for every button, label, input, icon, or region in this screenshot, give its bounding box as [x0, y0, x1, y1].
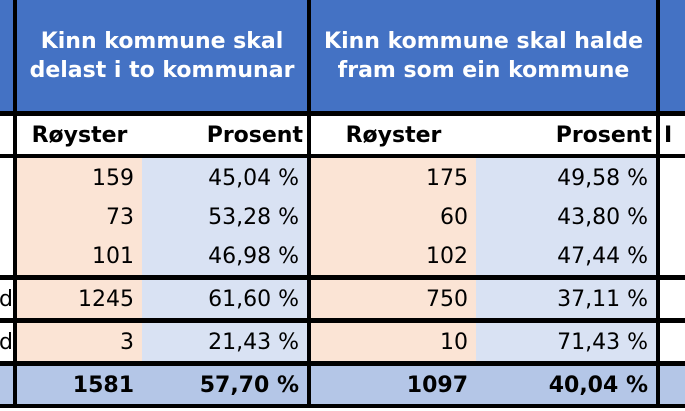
grid-line-h-1 — [0, 111, 685, 116]
votes-header-2: Røyster — [311, 116, 476, 154]
table-row-5-votes2: 10 — [311, 323, 476, 361]
total-row-left-bg — [0, 366, 13, 404]
table-row-2-votes2: 60 — [440, 205, 468, 230]
grid-line-h-2 — [0, 154, 685, 158]
table-row-5-pct2: 71,43 % — [476, 323, 656, 361]
table-row-5-votes1: 3 — [17, 323, 142, 361]
clipped-header: I — [664, 116, 685, 154]
table-row-2-pct1: 53,28 % — [208, 205, 299, 230]
total-row-votes1: 1581 — [17, 366, 142, 404]
table-row-2-pct2: 43,80 % — [557, 205, 648, 230]
row-1-votes2-bg — [311, 158, 476, 275]
votes-header-1-text: Røyster — [31, 122, 128, 148]
column-header-keep-text: Kinn kommune skal halde fram som ein kom… — [324, 28, 643, 83]
percent-header-2: Prosent — [476, 116, 656, 154]
table-row-4-votes2: 750 — [311, 280, 476, 318]
percent-header-1: Prosent — [142, 116, 307, 154]
table-row-3-votes2: 102 — [426, 244, 468, 269]
grid-line-h-6 — [0, 404, 685, 408]
grid-line-v-right — [656, 0, 660, 405]
table-row-3-pct2: 47,44 % — [557, 244, 648, 269]
table-row-1-votes1: 159 — [92, 166, 134, 191]
grid-line-h-5 — [0, 361, 685, 366]
total-row-votes2: 1097 — [311, 366, 476, 404]
votes-header-2-text: Røyster — [345, 122, 442, 148]
column-header-split-text: Kinn kommune skal delast i to kommunar — [29, 28, 295, 83]
grid-line-v-mid — [307, 0, 311, 405]
column-header-split: Kinn kommune skal delast i to kommunar — [17, 0, 307, 111]
row-1-pct-bg — [142, 158, 307, 275]
grid-line-h-3 — [0, 275, 685, 280]
table-row-1-pct1: 45,04 % — [208, 166, 299, 191]
header-blank-left — [0, 0, 13, 111]
votes-header-1: Røyster — [17, 116, 142, 154]
table-row-3-pct1: 46,98 % — [208, 244, 299, 269]
table-row-3-votes1: 101 — [92, 244, 134, 269]
table-row-5-clipped-label: d — [0, 329, 13, 355]
table-row-4-votes1: 1245 — [17, 280, 142, 318]
column-header-keep: Kinn kommune skal halde fram som ein kom… — [311, 0, 656, 111]
clipped-header-text: I — [664, 122, 673, 148]
grid-line-h-4 — [0, 318, 685, 323]
table-row-1-votes2: 175 — [426, 166, 468, 191]
row-1-votes-bg — [17, 158, 142, 275]
grid-line-v-left — [13, 0, 17, 405]
table-row-4-pct1: 61,60 % — [142, 280, 307, 318]
total-row-pct1: 57,70 % — [142, 366, 307, 404]
table-row-5-pct1: 21,43 % — [142, 323, 307, 361]
total-row-pct2: 40,04 % — [476, 366, 656, 404]
table-row-2-votes1: 73 — [106, 205, 134, 230]
total-row-right-bg — [660, 366, 685, 404]
percent-header-1-text: Prosent — [206, 122, 303, 148]
table-row-4-clipped-label: d — [0, 286, 13, 312]
percent-header-2-text: Prosent — [555, 122, 652, 148]
table-row-1-pct2: 49,58 % — [557, 166, 648, 191]
row-1-pct2-bg — [476, 158, 656, 275]
header-blank-right — [660, 0, 685, 111]
table-row-4-pct2: 37,11 % — [476, 280, 656, 318]
